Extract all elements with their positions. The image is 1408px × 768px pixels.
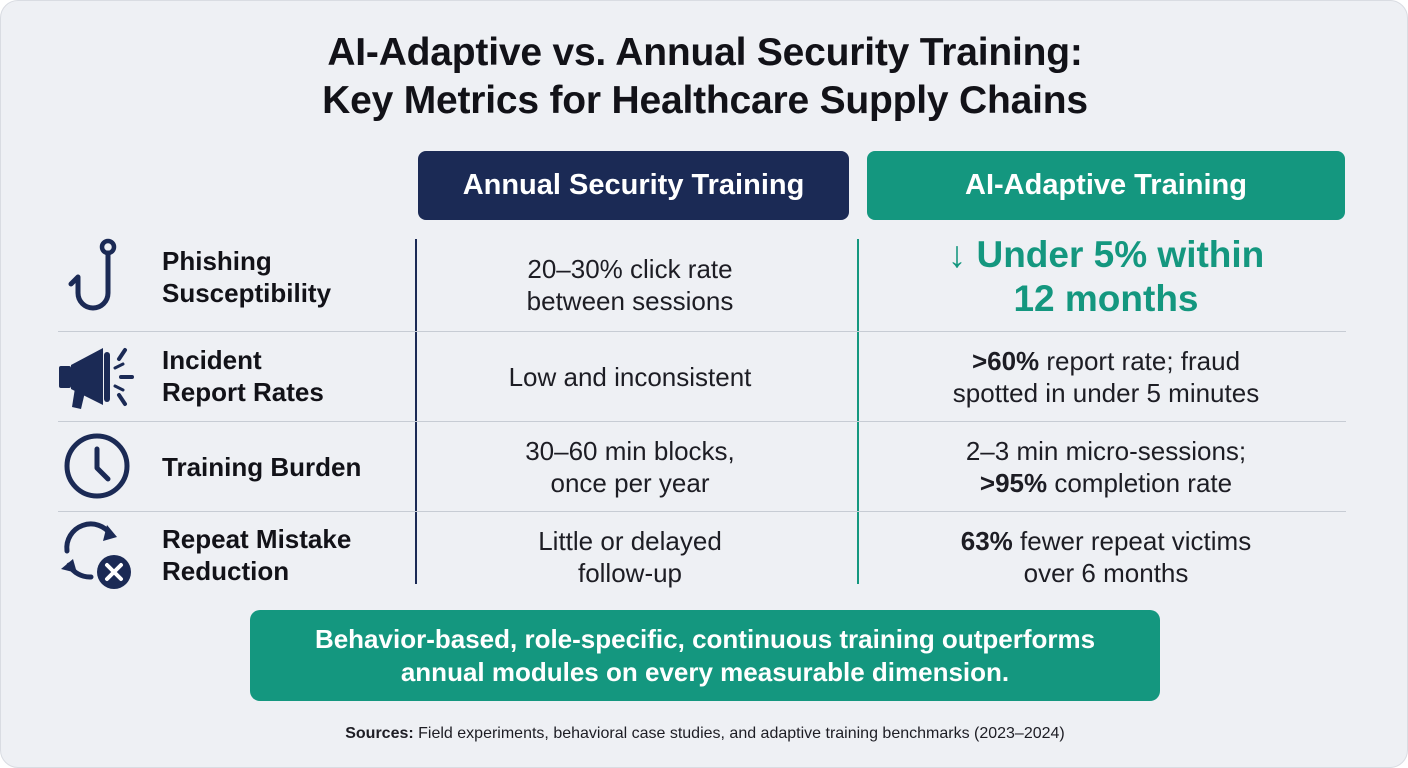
cell-text-rest: fewer repeat victims — [1012, 526, 1252, 556]
sources-text: Field experiments, behavioral case studi… — [413, 725, 1065, 742]
cell-text-line: 63% fewer repeat victims — [961, 525, 1251, 557]
cell-text-line: >95% completion rate — [980, 467, 1232, 499]
cell-text-line: once per year — [550, 467, 710, 498]
adaptive-column-divider — [857, 239, 859, 584]
megaphone-icon — [57, 338, 137, 418]
row-label-line: Report Rates — [162, 377, 324, 407]
repeat-cancel-icon — [57, 515, 137, 595]
row-label-training-burden: Training Burden — [162, 451, 402, 483]
cell-text-line: follow-up — [577, 558, 683, 588]
row-separator — [58, 421, 1346, 422]
cell-text-line: 2–3 min micro-sessions; — [965, 435, 1247, 466]
row-label-repeat-mistake: Repeat Mistake Reduction — [162, 523, 402, 587]
cell-text-line: 20–30% click rate — [527, 254, 733, 284]
cell-text-line: Little or delayed — [538, 526, 722, 556]
cell-adaptive-incident: >60% report rate; fraud spotted in under… — [867, 332, 1345, 421]
row-label-line: Training Burden — [162, 452, 362, 482]
banner-line: Behavior-based, role-specific, continuou… — [314, 623, 1096, 654]
cell-text-rest: completion rate — [1047, 467, 1233, 498]
cell-text-line: Low and inconsistent — [508, 361, 752, 392]
row-label-line: Incident — [162, 345, 262, 375]
cell-annual-incident: Low and inconsistent — [423, 332, 837, 421]
cell-text-line: 12 months — [1013, 278, 1199, 319]
cell-adaptive-repeat: 63% fewer repeat victims over 6 months — [867, 512, 1345, 602]
annual-column-header: Annual Security Training — [418, 151, 849, 220]
cell-text-line: between sessions — [526, 286, 734, 316]
highlight-value: 63% — [960, 526, 1013, 556]
cell-text-rest: report rate; fraud — [1039, 345, 1241, 376]
sources-footnote: Sources: Field experiments, behavioral c… — [1, 724, 1407, 744]
sources-label: Sources: — [345, 725, 414, 742]
fishing-hook-icon — [57, 237, 137, 317]
cell-adaptive-phishing: ↓ Under 5% within 12 months — [867, 231, 1345, 323]
clock-icon — [57, 426, 137, 506]
banner-line: annual modules on every measurable dimen… — [400, 656, 1010, 687]
cell-text-line: ↓ Under 5% within — [947, 234, 1265, 275]
highlight-value: >95% — [979, 467, 1048, 498]
cell-annual-phishing: 20–30% click rate between sessions — [423, 239, 837, 331]
row-separator — [58, 511, 1346, 512]
highlight-value: >60% — [971, 345, 1040, 376]
title-line-2: Key Metrics for Healthcare Supply Chains — [322, 79, 1088, 122]
row-separator — [58, 331, 1346, 332]
cell-adaptive-burden: 2–3 min micro-sessions; >95% completion … — [867, 422, 1345, 511]
adaptive-column-header: AI-Adaptive Training — [867, 151, 1345, 220]
cell-annual-burden: 30–60 min blocks, once per year — [423, 422, 837, 511]
cell-annual-repeat: Little or delayed follow-up — [423, 512, 837, 602]
row-label-line: Phishing — [162, 246, 272, 276]
cell-text-line: over 6 months — [1023, 558, 1189, 588]
cell-text-line: spotted in under 5 minutes — [952, 377, 1260, 408]
page-title: AI-Adaptive vs. Annual Security Training… — [1, 29, 1407, 125]
row-label-line: Reduction — [162, 556, 290, 586]
row-label-phishing: Phishing Susceptibility — [162, 245, 402, 309]
row-label-incident: Incident Report Rates — [162, 344, 402, 408]
title-line-1: AI-Adaptive vs. Annual Security Training… — [327, 31, 1083, 74]
row-label-line: Repeat Mistake — [162, 524, 352, 554]
annual-column-divider — [415, 239, 417, 584]
row-label-line: Susceptibility — [162, 278, 332, 308]
cell-text-line: >60% report rate; fraud — [972, 345, 1240, 377]
conclusion-banner: Behavior-based, role-specific, continuou… — [250, 610, 1160, 701]
cell-text-line: 30–60 min blocks, — [525, 435, 735, 466]
